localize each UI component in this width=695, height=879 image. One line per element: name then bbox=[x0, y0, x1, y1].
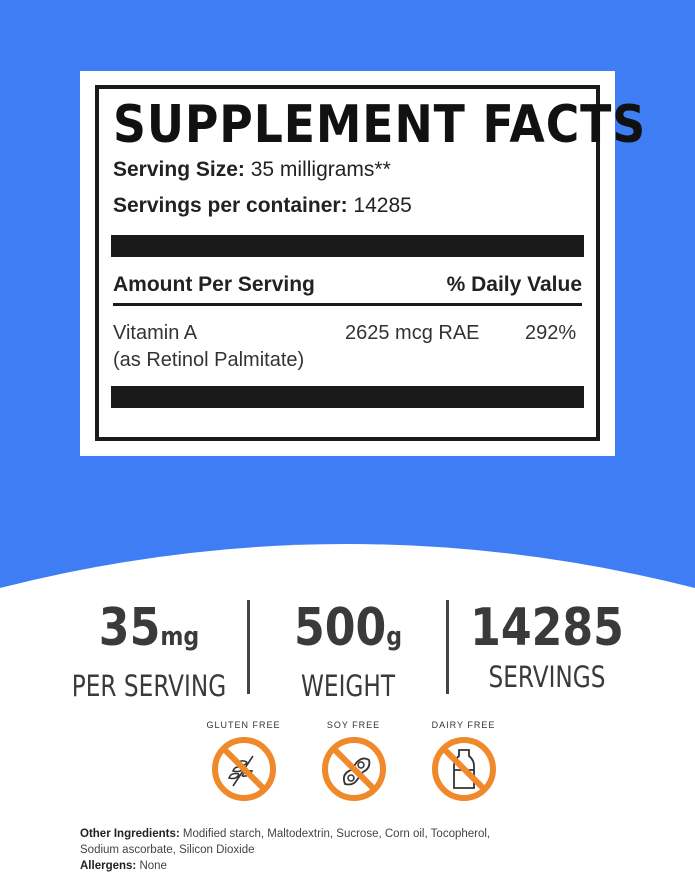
table-header: Amount Per Serving% Daily Value bbox=[113, 257, 582, 306]
milk-bottle-icon bbox=[431, 737, 496, 801]
ingredients-footer: Other Ingredients: Modified starch, Malt… bbox=[80, 828, 491, 872]
soybean-icon bbox=[321, 737, 386, 801]
stat-per-serving: 35mg PER SERVING bbox=[71, 598, 226, 703]
servings-per-container: Servings per container: 14285 bbox=[113, 194, 412, 217]
supplement-facts-panel: SUPPLEMENT FACTS Serving Size: 35 millig… bbox=[80, 71, 647, 456]
divider-bar bbox=[111, 235, 584, 257]
nutrient-row: Vitamin A (as Retinol Palmitate) 2625 mcg… bbox=[113, 322, 577, 371]
serving-size: Serving Size: 35 milligrams** bbox=[113, 158, 391, 181]
divider-bar bbox=[111, 386, 584, 408]
wheat-icon bbox=[211, 737, 276, 801]
separator bbox=[246, 600, 250, 694]
separator bbox=[445, 600, 449, 694]
badge-soy-free: SOY FREE bbox=[315, 720, 392, 809]
stat-servings: 14285 SERVINGS bbox=[469, 598, 624, 694]
badge-dairy-free: DAIRY FREE bbox=[425, 720, 502, 809]
facts-title: SUPPLEMENT FACTS bbox=[113, 95, 647, 155]
badge-gluten-free: GLUTEN FREE bbox=[205, 720, 282, 809]
stats-row: 35mg PER SERVING 500g WEIGHT 14285 SERVINGS bbox=[0, 598, 695, 705]
free-from-badges: GLUTEN FREE SOY FREE DAIRY FREE bbox=[205, 720, 502, 809]
stat-weight: 500g WEIGHT bbox=[293, 598, 402, 703]
